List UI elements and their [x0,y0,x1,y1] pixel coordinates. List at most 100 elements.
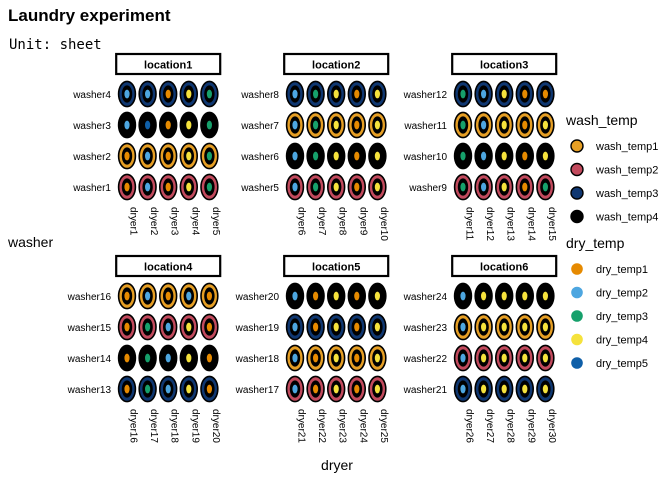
unit-dry-dot [374,384,380,394]
unit-dry-dot [165,322,171,332]
facet-strip-location4 [115,254,222,278]
unit-dry-dot [186,353,192,363]
unit-dry-dot [522,384,528,394]
dryer-label: dryer8 [337,207,348,236]
legend-key-dry_temp3 [571,310,583,322]
unit-dry-dot [313,322,319,332]
unit-dry-dot [374,89,380,99]
unit-dry-dot [313,89,319,99]
unit-dry-dot [542,291,549,301]
unit-dry-dot [313,291,319,301]
facet-title: location2 [312,60,360,72]
unit-dry-dot [542,120,549,130]
dryer-label: dryer20 [210,409,221,443]
dryer-label: dryer9 [357,207,368,236]
unit-dry-dot [460,151,466,161]
washer-label: washer17 [235,385,280,396]
unit-dry-dot [542,182,549,192]
unit-dry-dot [522,353,528,363]
unit-dry-dot [333,384,339,394]
unit-dry-dot [542,384,549,394]
unit-dry-dot [292,353,298,363]
unit-dry-dot [522,182,528,192]
facet-title: location4 [144,262,193,274]
washer-label: washer7 [240,121,279,132]
unit-dry-dot [333,322,339,332]
unit-dry-dot [522,322,528,332]
facet-strip-location5 [283,254,390,278]
unit-dry-dot [186,291,192,301]
unit-dry-dot [522,291,528,301]
unit-dry-dot [292,291,298,301]
unit-dry-dot [354,182,360,192]
unit-dry-dot [292,151,298,161]
unit-dry-dot [313,353,319,363]
unit-dry-dot [374,322,380,332]
unit-dry-dot [481,182,487,192]
unit-dry-dot [374,120,380,130]
unit-dry-dot [313,182,319,192]
unit-dry-dot [501,151,507,161]
unit-dry-dot [481,353,487,363]
dryer-label: dryer5 [210,207,221,236]
dryer-label: dryer2 [148,207,159,236]
washer-label: washer5 [240,183,279,194]
unit-dry-dot [374,151,380,161]
facet-strip-location1 [115,52,222,76]
dryer-label: dryer24 [357,409,368,443]
unit-dry-dot [460,291,466,301]
dryer-label: dryer13 [505,207,516,241]
facet-title: location3 [480,60,528,72]
washer-label: washer22 [403,354,448,365]
legend-label-dry_temp5: dry_temp5 [596,358,648,370]
unit-dry-dot [206,384,212,394]
dryer-label: dryer28 [505,409,516,443]
unit-dry-dot [354,120,360,130]
unit-dry-dot [206,120,212,130]
unit-dry-dot [481,120,487,130]
unit-dry-dot [145,322,151,332]
unit-dry-dot [501,353,507,363]
unit-dry-dot [354,89,360,99]
unit-dry-dot [313,151,319,161]
washer-label: washer2 [72,152,111,163]
unit-dry-dot [542,151,549,161]
x-axis-label: dryer [321,457,353,473]
washer-label: washer11 [403,121,447,132]
washer-label: washer16 [67,292,112,303]
unit-dry-dot [481,384,487,394]
dryer-label: dryer30 [546,409,557,443]
y-axis-label: washer [7,234,53,250]
unit-dry-dot [460,89,466,99]
dryer-label: dryer19 [189,409,200,443]
unit-dry-dot [206,291,212,301]
unit-dry-dot [165,120,171,130]
unit-dry-dot [333,182,339,192]
dryer-label: dryer16 [128,409,139,443]
washer-label: washer10 [403,152,448,163]
washer-label: washer20 [235,292,280,303]
unit-dry-dot [165,353,171,363]
unit-dry-dot [354,291,360,301]
washer-label: washer9 [408,183,447,194]
dryer-label: dryer1 [128,207,139,236]
unit-dry-dot [481,151,487,161]
unit-dry-dot [206,89,212,99]
legend-label-dry_temp3: dry_temp3 [596,311,648,323]
unit-dry-dot [333,89,339,99]
facet-strip-location2 [283,52,390,76]
unit-dry-dot [124,151,130,161]
facet-title: location6 [480,262,528,274]
facet-strip-location6 [451,254,558,278]
unit-dry-dot [145,182,151,192]
unit-dry-dot [501,384,507,394]
unit-dry-dot [354,384,360,394]
unit-dry-dot [124,322,130,332]
legend-key-wash_temp3 [570,186,584,200]
dryer-label: dryer21 [296,409,307,443]
unit-dry-dot [186,384,192,394]
legend-label-dry_temp1: dry_temp1 [596,264,648,276]
unit-dry-dot [124,291,130,301]
washer-label: washer24 [403,292,448,303]
washer-label: washer23 [403,323,448,334]
